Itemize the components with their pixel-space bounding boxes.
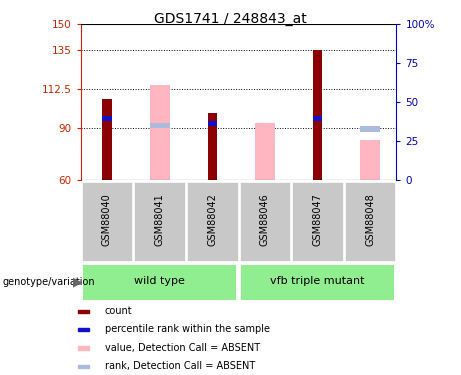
Bar [360, 140, 380, 180]
Text: GSM88040: GSM88040 [102, 193, 112, 246]
Text: value, Detection Call = ABSENT: value, Detection Call = ABSENT [105, 343, 260, 352]
Bar [83, 265, 236, 300]
Text: count: count [105, 306, 132, 316]
Bar [360, 126, 380, 132]
Text: genotype/variation: genotype/variation [2, 277, 95, 287]
Bar [255, 123, 275, 180]
Bar [240, 182, 290, 261]
Text: wild type: wild type [134, 276, 185, 286]
Bar [313, 50, 322, 180]
Bar [78, 364, 89, 368]
Text: GSM88047: GSM88047 [313, 193, 323, 246]
Text: GSM88041: GSM88041 [154, 193, 165, 246]
Bar [150, 123, 170, 128]
Text: vfb triple mutant: vfb triple mutant [270, 276, 365, 286]
Bar [82, 182, 132, 261]
Bar [292, 182, 343, 261]
Text: GSM88048: GSM88048 [365, 193, 375, 246]
Text: ▶: ▶ [73, 276, 82, 289]
Bar [187, 182, 237, 261]
Bar [345, 182, 396, 261]
Text: GDS1741 / 248843_at: GDS1741 / 248843_at [154, 12, 307, 26]
Bar [313, 116, 322, 121]
Bar [134, 182, 185, 261]
Bar [78, 346, 89, 350]
Bar [207, 121, 217, 126]
Text: percentile rank within the sample: percentile rank within the sample [105, 324, 270, 334]
Bar [102, 99, 112, 180]
Bar [78, 310, 89, 313]
Bar [207, 112, 217, 180]
Text: GSM88046: GSM88046 [260, 193, 270, 246]
Bar [78, 328, 89, 332]
Text: GSM88042: GSM88042 [207, 193, 217, 246]
Text: rank, Detection Call = ABSENT: rank, Detection Call = ABSENT [105, 361, 255, 371]
Bar [102, 116, 112, 121]
Bar [241, 265, 394, 300]
Bar [150, 85, 170, 180]
